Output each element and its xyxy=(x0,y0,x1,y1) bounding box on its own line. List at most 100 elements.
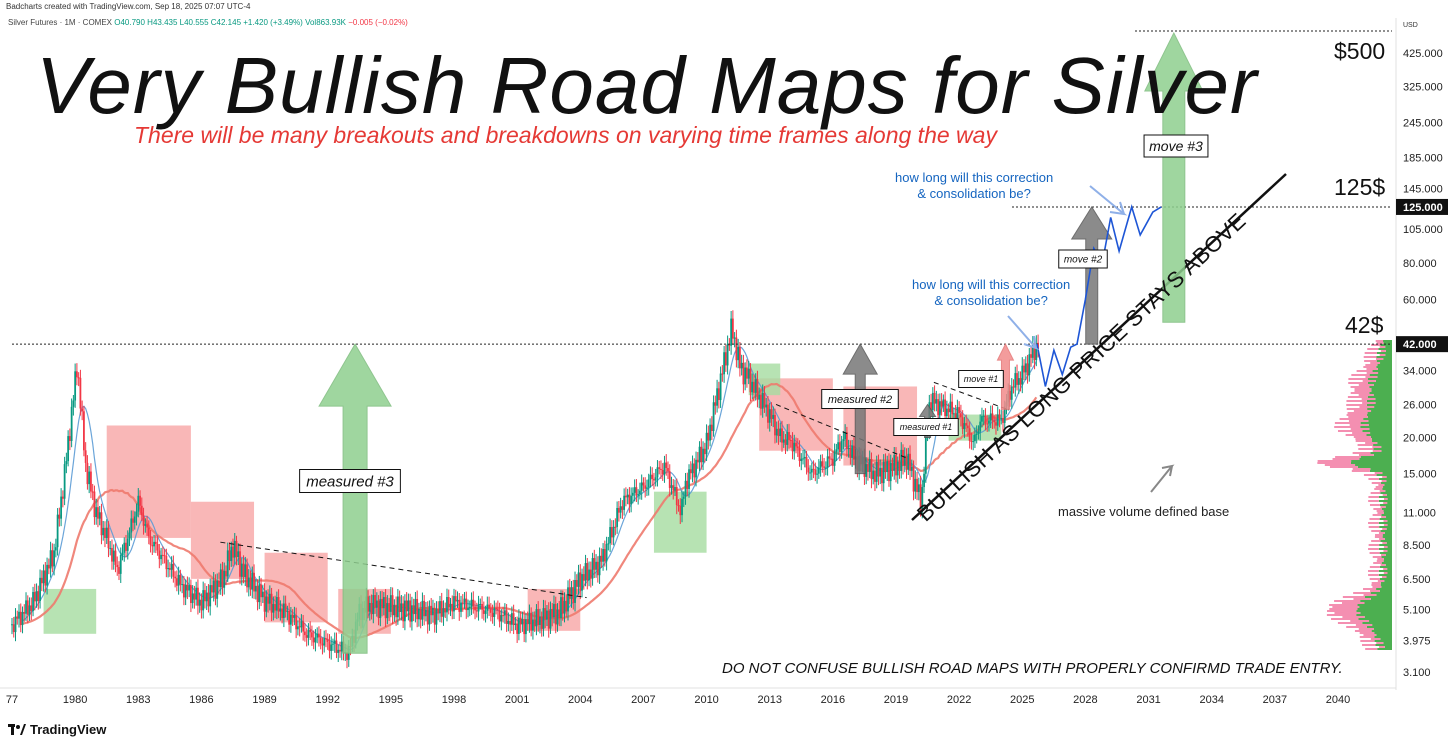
volume-bar-green xyxy=(1383,340,1392,342)
candle-body xyxy=(1009,390,1011,400)
label-measured-1-box xyxy=(893,418,959,436)
candle-body xyxy=(300,621,303,628)
candle-body xyxy=(544,608,547,620)
candle-body xyxy=(716,388,718,406)
volume-bar-green xyxy=(1386,480,1392,482)
volume-bar-green xyxy=(1386,576,1392,578)
volume-bar-green xyxy=(1351,460,1392,462)
volume-bar-green xyxy=(1366,434,1392,436)
candle-body xyxy=(895,455,897,476)
candle-body xyxy=(623,495,626,510)
candle-body xyxy=(400,603,403,613)
candle-body xyxy=(144,524,147,526)
volume-bar-red xyxy=(1327,610,1357,612)
volume-bar-green xyxy=(1384,646,1392,648)
volume-bar-green xyxy=(1369,428,1392,430)
candle-body xyxy=(891,462,894,471)
candle-body xyxy=(916,478,918,493)
volume-bar-green xyxy=(1379,544,1392,546)
volume-bar-red xyxy=(1359,632,1375,634)
volume-bar-red xyxy=(1356,370,1373,372)
x-tick-label: 1995 xyxy=(379,694,403,706)
volume-bar-red xyxy=(1382,576,1387,578)
volume-bar-green xyxy=(1377,368,1392,370)
candle-body xyxy=(295,615,298,630)
candle-body xyxy=(935,399,938,404)
symbol-name[interactable]: Silver Futures · 1M · COMEX xyxy=(8,18,113,27)
candle-body xyxy=(938,401,941,416)
candle-body xyxy=(902,449,904,466)
volume-bar-green xyxy=(1364,616,1392,618)
volume-bar-red xyxy=(1372,514,1382,516)
candle-body xyxy=(226,550,229,577)
candle-body xyxy=(795,442,797,447)
candle-body xyxy=(502,615,505,617)
candle-body xyxy=(510,613,513,625)
candle-body xyxy=(793,442,796,452)
candle-body xyxy=(972,441,975,443)
volume-bar-green xyxy=(1379,578,1392,580)
candle-body xyxy=(800,458,803,462)
candle-body xyxy=(33,592,36,602)
candle-body xyxy=(191,593,194,604)
candle-body xyxy=(798,448,801,462)
candle-body xyxy=(1031,344,1034,358)
candle-body xyxy=(558,609,561,618)
candle-body xyxy=(81,408,84,412)
candle-body xyxy=(674,487,676,491)
volume-bar-green xyxy=(1373,394,1392,396)
candle-body xyxy=(288,610,291,625)
candle-body xyxy=(70,406,73,441)
volume-bar-red xyxy=(1362,644,1376,646)
candle-body xyxy=(728,343,731,346)
candle-body xyxy=(693,463,696,478)
candle-body xyxy=(1016,373,1018,385)
candle-body xyxy=(233,540,236,558)
volume-bar-red xyxy=(1379,490,1386,492)
label-move-3-box xyxy=(1143,134,1209,158)
candle-body xyxy=(888,461,890,482)
candle-body xyxy=(1014,373,1017,388)
candle-body xyxy=(507,620,510,624)
candle-body xyxy=(512,613,515,625)
volume-bar-green xyxy=(1383,512,1392,514)
candle-body xyxy=(816,473,818,475)
volume-bar-red xyxy=(1372,450,1382,452)
volume-bar-green xyxy=(1378,570,1392,572)
candle-body xyxy=(982,415,985,417)
candle-body xyxy=(88,471,91,485)
volume-bar-red xyxy=(1377,512,1384,514)
candle-body xyxy=(582,574,585,581)
candle-body xyxy=(782,439,785,443)
candle-body xyxy=(707,432,710,441)
x-tick-label: 2001 xyxy=(505,694,529,706)
volume-bar-green xyxy=(1387,546,1392,548)
tradingview-brand[interactable]: TradingView xyxy=(30,722,107,737)
candle-body xyxy=(865,464,868,477)
candle-body xyxy=(488,604,490,609)
volume-bar-green xyxy=(1384,538,1392,540)
candle-body xyxy=(272,604,275,613)
volume-bar-red xyxy=(1352,452,1371,454)
candle-body xyxy=(821,461,824,467)
candle-body xyxy=(130,518,133,533)
candle-body xyxy=(933,392,936,404)
volume-bar-red xyxy=(1380,564,1386,566)
volume-bar-green xyxy=(1379,518,1392,520)
candle-body xyxy=(995,422,997,426)
volume-bar-green xyxy=(1375,380,1392,382)
candle-body xyxy=(1021,365,1024,385)
candle-body xyxy=(53,550,55,567)
volume-bar-green xyxy=(1379,552,1392,554)
candle-body xyxy=(991,413,994,421)
candle-body xyxy=(330,644,333,651)
volume-bar-red xyxy=(1334,612,1361,614)
candle-body xyxy=(86,462,89,485)
candle-body xyxy=(875,461,878,482)
volume-bar-green xyxy=(1373,628,1392,630)
level-125-label: 125$ xyxy=(1334,174,1386,200)
volume-bar-red xyxy=(1354,390,1372,392)
cloud-band xyxy=(43,588,97,634)
candle-body xyxy=(1000,417,1003,419)
